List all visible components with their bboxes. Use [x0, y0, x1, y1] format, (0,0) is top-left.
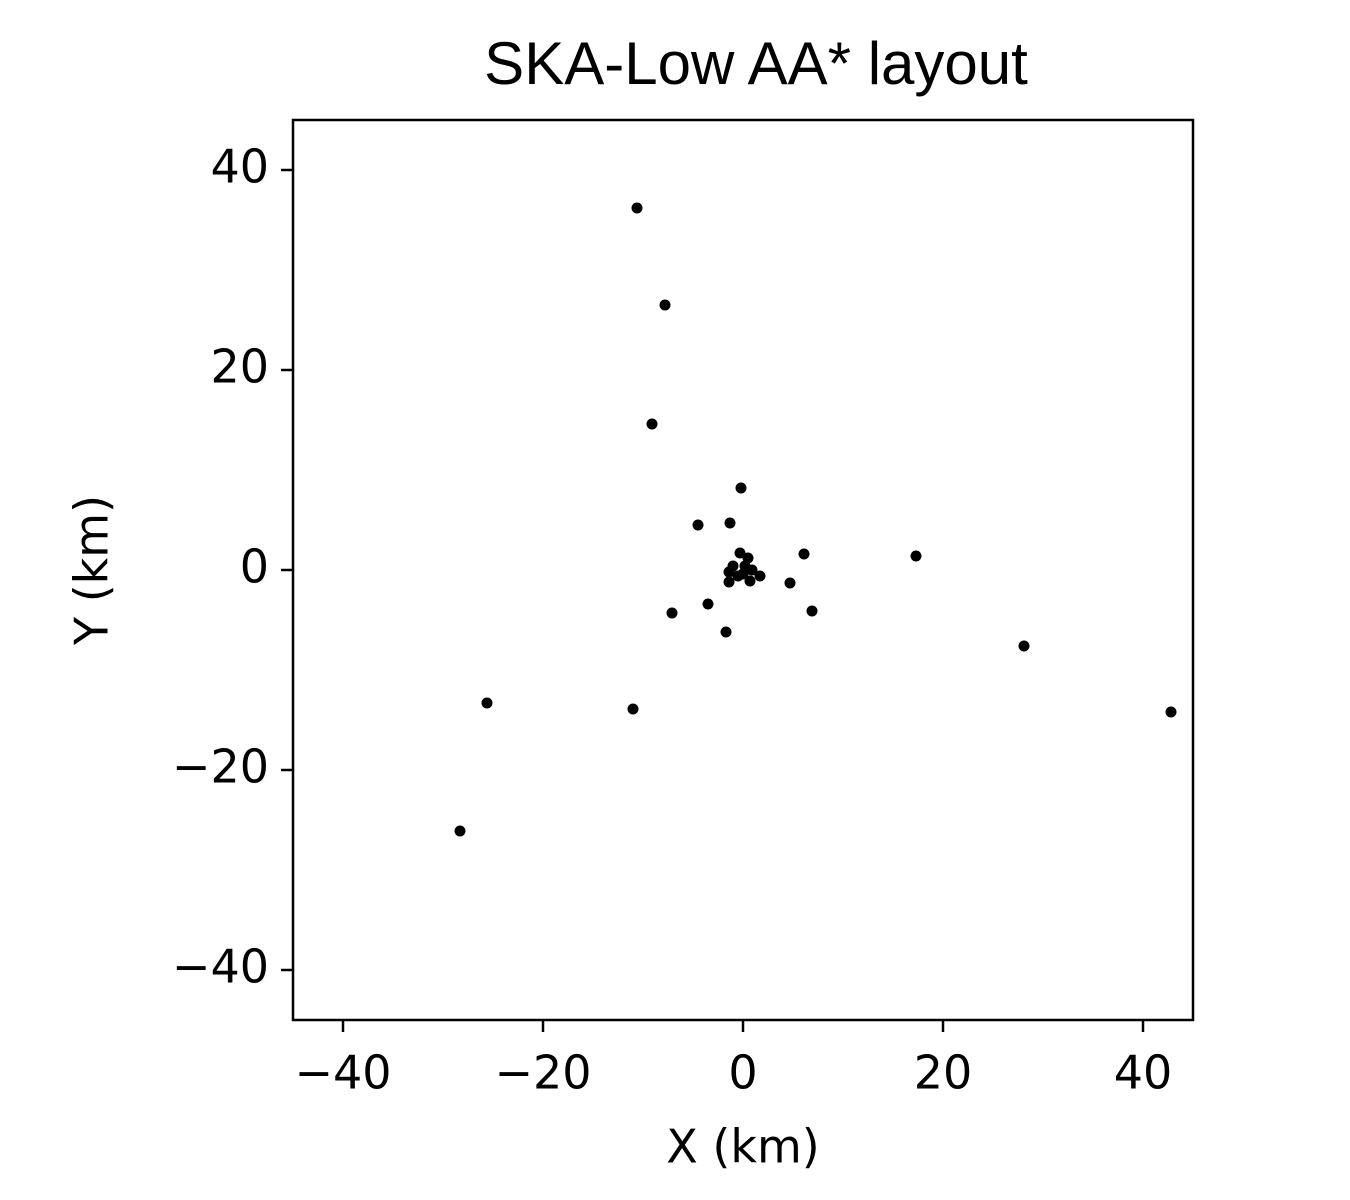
x-tick-label: 40 [1114, 1046, 1173, 1100]
point [910, 550, 922, 562]
point [659, 299, 671, 311]
point [720, 626, 732, 638]
x-axis-label: X (km) [666, 1120, 819, 1174]
chart-title: SKA-Low AA* layout [484, 30, 1028, 97]
x-tick-label: 20 [914, 1046, 973, 1100]
point [737, 568, 749, 580]
point [806, 605, 818, 617]
point [754, 570, 766, 582]
point [723, 576, 735, 588]
point [734, 547, 746, 559]
point [798, 548, 810, 560]
point [724, 517, 736, 529]
y-tick-label: −20 [172, 740, 269, 794]
x-tick-label: −20 [494, 1046, 591, 1100]
point [1018, 640, 1030, 652]
point [702, 598, 714, 610]
point [723, 566, 735, 578]
point [692, 519, 704, 531]
point [744, 575, 756, 587]
point [481, 697, 493, 709]
point [746, 564, 758, 576]
point [631, 202, 643, 214]
point [735, 482, 747, 494]
point [627, 703, 639, 715]
x-tick-label: 0 [728, 1046, 757, 1100]
point [646, 418, 658, 430]
y-tick-label: 0 [240, 540, 269, 594]
point [454, 825, 466, 837]
point [784, 577, 796, 589]
point [1165, 706, 1177, 718]
point [666, 607, 678, 619]
x-tick-label: −40 [294, 1046, 391, 1100]
y-tick-label: 40 [210, 140, 269, 194]
y-axis-label: Y (km) [65, 495, 119, 646]
y-tick-label: −40 [172, 940, 269, 994]
y-tick-label: 20 [210, 340, 269, 394]
